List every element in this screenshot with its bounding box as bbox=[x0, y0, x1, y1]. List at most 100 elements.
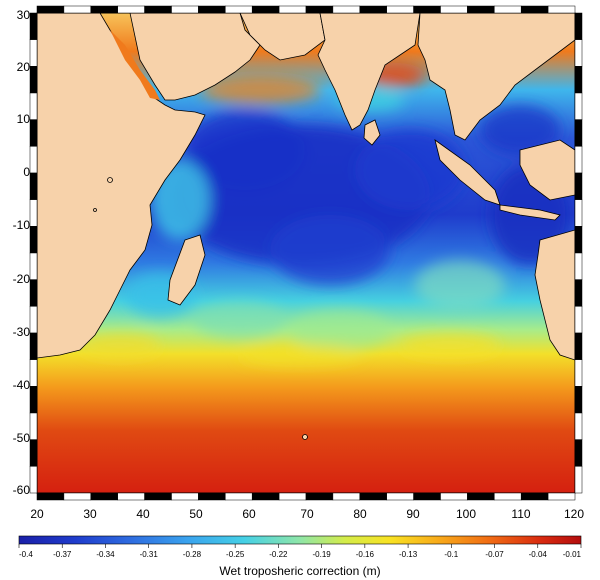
border-bottom-segment bbox=[251, 492, 280, 501]
border-bottom-segment bbox=[520, 492, 549, 501]
lat-tick-0: 0 bbox=[23, 165, 30, 179]
border-bottom-segment bbox=[198, 492, 226, 501]
border-bottom-segment bbox=[547, 492, 576, 501]
border-left-segment bbox=[29, 252, 38, 280]
border-left-segment bbox=[29, 279, 38, 307]
border-right-segment bbox=[574, 332, 583, 360]
lat-tick-minus-40: -40 bbox=[13, 378, 31, 392]
sumatra bbox=[434, 139, 501, 206]
border-top-segment bbox=[225, 5, 253, 14]
border-right-segment bbox=[574, 92, 583, 120]
border-right-segment bbox=[574, 66, 583, 94]
australia bbox=[534, 229, 575, 361]
border-left-segment bbox=[29, 439, 38, 467]
colorbar-label: -0.31 bbox=[140, 550, 159, 559]
border-right-segment bbox=[574, 172, 583, 200]
border-right-segment bbox=[574, 306, 583, 334]
colorbar-labels: -0.4 -0.37 -0.34 -0.31 -0.28 -0.25 -0.22 -0.19 -… bbox=[18, 544, 582, 559]
colorbar-label: -0.4 bbox=[19, 550, 33, 559]
border-bottom-segment bbox=[278, 492, 307, 501]
border-right-segment bbox=[574, 12, 583, 40]
border-left-segment bbox=[29, 386, 38, 414]
border-bottom-segment bbox=[332, 492, 361, 501]
lon-tick-30: 30 bbox=[83, 507, 97, 521]
border-top-segment bbox=[413, 5, 441, 14]
lon-tick-80: 80 bbox=[353, 507, 367, 521]
border-right-segment bbox=[574, 386, 583, 414]
lat-tick-30: 30 bbox=[17, 8, 31, 22]
border-top-segment bbox=[386, 5, 414, 14]
colorbar-label: -0.07 bbox=[485, 550, 504, 559]
lon-tick-70: 70 bbox=[300, 507, 314, 521]
colorbar-label: -0.16 bbox=[356, 550, 375, 559]
border-left-segment bbox=[29, 466, 38, 494]
border-right-segment bbox=[574, 199, 583, 227]
lat-tick-10: 10 bbox=[17, 112, 31, 126]
colorbar-label: -0.13 bbox=[399, 550, 418, 559]
india bbox=[317, 13, 421, 131]
lon-tick-120: 120 bbox=[564, 507, 584, 521]
border-bottom-segment bbox=[305, 492, 334, 501]
small-island bbox=[302, 434, 308, 440]
lon-tick-60: 60 bbox=[242, 507, 256, 521]
colorbar-label: -0.34 bbox=[96, 550, 115, 559]
colorbar-label: -0.19 bbox=[312, 550, 331, 559]
border-right-segment bbox=[574, 252, 583, 280]
map-border-bars bbox=[29, 5, 583, 501]
southeast-asia bbox=[417, 13, 575, 141]
lon-tick-100: 100 bbox=[456, 507, 476, 521]
lat-tick-minus-10: -10 bbox=[13, 218, 31, 232]
border-top-segment bbox=[359, 5, 387, 14]
longitude-tick-labels: 20 30 40 50 60 70 80 90 100 110 120 bbox=[30, 507, 584, 521]
sri-lanka bbox=[363, 119, 381, 146]
border-right-segment bbox=[574, 439, 583, 467]
border-top-segment bbox=[171, 5, 199, 14]
latitude-tick-labels: 30 20 10 0 -10 -20 -30 -40 -50 -60 bbox=[13, 8, 31, 497]
border-right-segment bbox=[574, 226, 583, 254]
border-right-segment bbox=[574, 146, 583, 174]
border-top-segment bbox=[90, 5, 118, 14]
border-bottom-segment bbox=[171, 492, 199, 501]
border-left-segment bbox=[29, 39, 38, 67]
colorbar-title: Wet troposheric correction (m) bbox=[219, 564, 380, 578]
lat-tick-minus-60: -60 bbox=[13, 483, 31, 497]
borneo bbox=[519, 139, 575, 201]
border-left-segment bbox=[29, 306, 38, 334]
arabia bbox=[129, 13, 261, 101]
border-top-segment bbox=[278, 5, 307, 14]
border-bottom-segment bbox=[144, 492, 172, 501]
border-right-segment bbox=[574, 279, 583, 307]
border-right-segment bbox=[574, 39, 583, 67]
lat-tick-minus-30: -30 bbox=[13, 325, 31, 339]
colorbar-label: -0.28 bbox=[183, 550, 202, 559]
border-right-segment bbox=[574, 359, 583, 387]
java bbox=[499, 204, 561, 221]
border-left-segment bbox=[29, 332, 38, 360]
border-top-segment bbox=[332, 5, 361, 14]
border-bottom-segment bbox=[36, 492, 65, 501]
border-left-segment bbox=[29, 92, 38, 120]
small-island bbox=[93, 208, 97, 212]
land-masses bbox=[37, 13, 575, 440]
lat-tick-20: 20 bbox=[17, 60, 31, 74]
border-bottom-segment bbox=[90, 492, 118, 501]
border-bottom-segment bbox=[386, 492, 414, 501]
colorbar-label: -0.01 bbox=[563, 550, 582, 559]
border-top-segment bbox=[117, 5, 145, 14]
lat-tick-minus-50: -50 bbox=[13, 431, 31, 445]
border-left-segment bbox=[29, 66, 38, 94]
lon-tick-110: 110 bbox=[511, 507, 530, 521]
colorbar: -0.4 -0.37 -0.34 -0.31 -0.28 -0.25 -0.22 -0.19 -… bbox=[18, 535, 582, 578]
lon-tick-50: 50 bbox=[189, 507, 203, 521]
border-bottom-segment bbox=[63, 492, 92, 501]
madagascar bbox=[167, 234, 206, 306]
border-left-segment bbox=[29, 226, 38, 254]
colorbar-label: -0.25 bbox=[226, 550, 245, 559]
border-left-segment bbox=[29, 412, 38, 440]
border-top-segment bbox=[520, 5, 549, 14]
small-island bbox=[107, 177, 113, 183]
border-right-segment bbox=[574, 119, 583, 147]
border-bottom-segment bbox=[440, 492, 468, 501]
lon-tick-40: 40 bbox=[136, 507, 150, 521]
